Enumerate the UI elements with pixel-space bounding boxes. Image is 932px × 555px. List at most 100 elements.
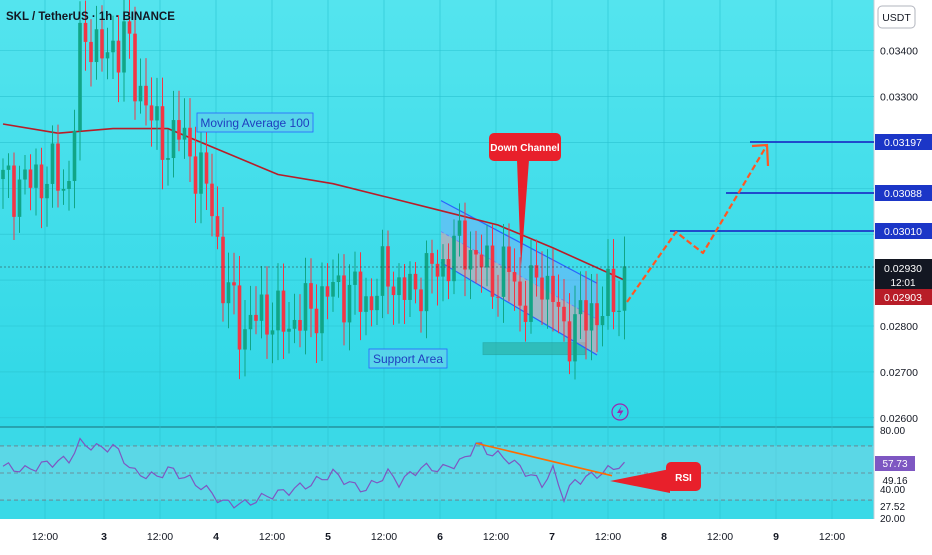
candle-body: [490, 245, 495, 297]
candle-body: [369, 296, 374, 311]
time-tick-label: 12:00: [819, 531, 845, 543]
moving-average-100: [2, 123, 625, 281]
candle-body: [199, 152, 203, 194]
candle-body: [562, 306, 566, 322]
candle-body: [210, 183, 214, 217]
rsi-callout[interactable]: RSI: [610, 462, 701, 493]
candle-body: [12, 165, 16, 217]
candle-body: [567, 321, 572, 362]
candle-body: [573, 314, 577, 362]
candle-body: [314, 308, 319, 334]
rsi-line: [2, 437, 625, 509]
candle-body: [270, 330, 275, 335]
channel-upper-line: [440, 200, 598, 284]
candle-body: [111, 40, 115, 53]
time-tick-label: 12:00: [483, 531, 509, 543]
candle-body: [248, 314, 253, 330]
candle-body: [171, 120, 176, 159]
candle-body: [45, 183, 49, 199]
current-price-tag: 0.02930 12:01: [875, 259, 932, 292]
candle-body: [67, 181, 71, 189]
candle-body: [34, 164, 38, 188]
candle-body: [50, 143, 55, 184]
candle-body: [138, 85, 143, 102]
price-tick-label: 0.03300: [880, 91, 918, 103]
candle-body: [215, 216, 220, 237]
svg-text:0.03197: 0.03197: [884, 137, 922, 149]
support-area-box: [482, 342, 586, 356]
candle-body: [386, 246, 390, 287]
svg-text:Down Channel: Down Channel: [490, 143, 560, 154]
time-tick-label: 5: [325, 531, 331, 543]
candle-body: [23, 169, 27, 180]
candle-body: [204, 152, 209, 184]
lightning-alert-icon[interactable]: [611, 403, 629, 421]
svg-text:12:01: 12:01: [890, 278, 915, 289]
candle-body: [303, 283, 308, 331]
rsi-value-tag: 57.73: [875, 456, 915, 471]
time-tick-label: 12:00: [595, 531, 621, 543]
candle-body: [78, 22, 82, 131]
candle-body: [89, 41, 93, 63]
candle-body: [540, 277, 544, 300]
svg-text:0.03010: 0.03010: [884, 226, 922, 238]
time-scale-background: [0, 519, 932, 550]
candle-body: [39, 164, 44, 199]
target-tag-1: 0.03197: [875, 134, 932, 150]
candle-body: [325, 286, 330, 297]
down-channel-callout[interactable]: Down Channel: [489, 133, 561, 267]
target-lines: [0, 141, 874, 268]
candle-body: [265, 294, 269, 335]
candle-body: [507, 246, 511, 273]
time-tick-label: 6: [437, 531, 443, 543]
candle-body: [342, 275, 346, 323]
rsi-tick-label: 80.00: [880, 426, 905, 437]
candle-body: [402, 277, 407, 300]
candle-body: [149, 105, 154, 121]
candle-body: [496, 296, 500, 298]
time-tick-label: 12:00: [147, 531, 173, 543]
candle-body: [611, 268, 616, 312]
candle-body: [122, 21, 126, 73]
candle-body: [100, 29, 104, 59]
price-tick-label: 0.03400: [880, 46, 918, 58]
candlesticks: [1, 0, 627, 380]
candle-body: [232, 282, 236, 286]
price-tick-label: 0.02700: [880, 367, 918, 379]
candle-body: [28, 169, 33, 188]
price-tick-label: 0.02800: [880, 321, 918, 333]
ma-value-tag: 0.02903: [875, 289, 932, 305]
candle-body: [105, 52, 110, 59]
rsi-ma-value-tag: 49.16: [882, 476, 907, 487]
candle-body: [56, 143, 60, 191]
candle-body: [375, 295, 379, 311]
candle-body: [457, 220, 462, 236]
rsi-tick-label: 40.00: [880, 485, 905, 496]
forecast-line: [626, 144, 768, 303]
currency-button[interactable]: USDT: [877, 5, 916, 29]
rsi-tick-label: 20.00: [880, 514, 905, 525]
candle-body: [177, 120, 181, 140]
symbol-title[interactable]: SKL / TetherUS · 1h · BINANCE: [6, 11, 175, 23]
candle-body: [127, 21, 132, 34]
candle-body: [518, 281, 522, 306]
candle-body: [584, 300, 588, 331]
candle-body: [523, 305, 528, 322]
candle-body: [287, 328, 291, 332]
time-tick-label: 7: [549, 531, 555, 543]
candle-body: [364, 296, 368, 312]
candle-body: [243, 329, 247, 350]
candle-body: [391, 286, 396, 296]
candle-body: [320, 286, 324, 334]
time-tick-label: 4: [213, 531, 219, 543]
time-tick-label: 12:00: [371, 531, 397, 543]
time-tick-label: 9: [773, 531, 779, 543]
support-area-label[interactable]: Support Area: [368, 348, 448, 369]
candle-body: [94, 29, 99, 63]
moving-average-label[interactable]: Moving Average 100: [196, 112, 314, 133]
rsi-trend-line: [475, 442, 613, 477]
candle-body: [331, 282, 335, 297]
candle-body: [595, 303, 599, 326]
svg-text:0.02903: 0.02903: [884, 292, 922, 304]
svg-text:Moving Average 100: Moving Average 100: [200, 116, 310, 130]
